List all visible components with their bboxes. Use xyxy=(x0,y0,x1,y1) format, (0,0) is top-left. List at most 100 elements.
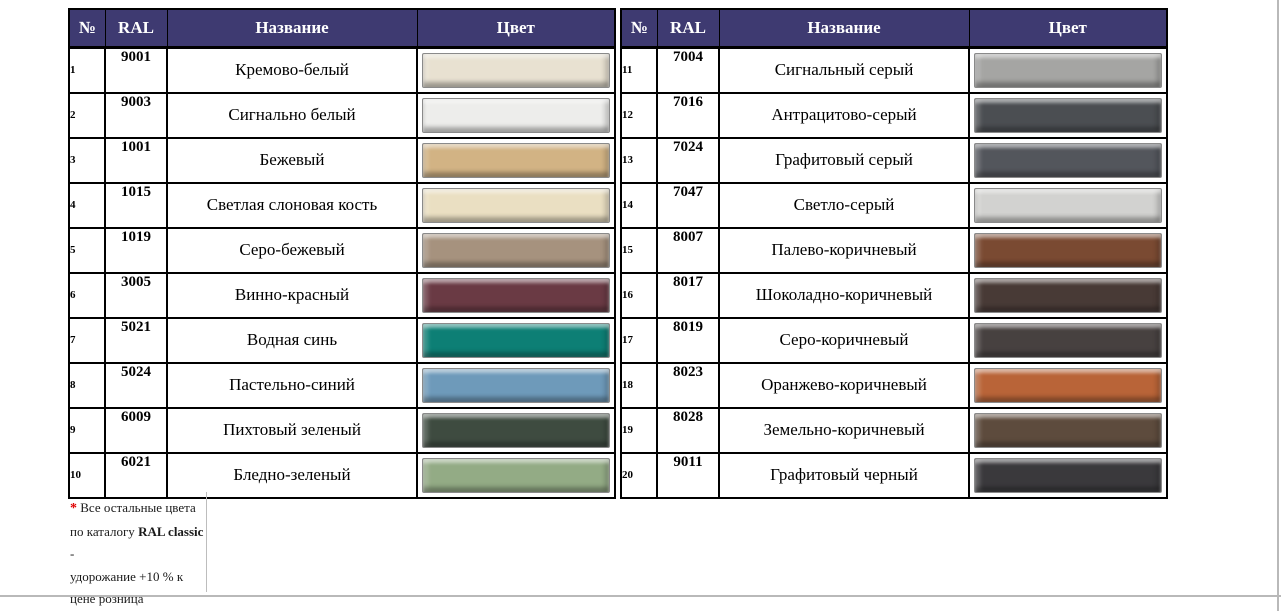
table-row: 7 5021 Водная синь xyxy=(68,316,616,364)
table-row: 15 8007 Палево-коричневый xyxy=(620,226,1168,274)
color-swatch-cell xyxy=(968,91,1168,139)
ral-table-left: № RAL Название Цвет 1 9001 Кремово-белый… xyxy=(68,8,616,499)
row-number-cell: 17 xyxy=(620,316,658,364)
row-number-cell: 11 xyxy=(620,46,658,94)
table-row: 18 8023 Оранжево-коричневый xyxy=(620,361,1168,409)
row-number-cell: 3 xyxy=(68,136,106,184)
color-name-cell: Светло-серый xyxy=(718,181,970,229)
row-number-cell: 1 xyxy=(68,46,106,94)
color-swatch-cell xyxy=(416,451,616,499)
ral-code-cell: 3005 xyxy=(104,271,168,319)
ral-code-cell: 6009 xyxy=(104,406,168,454)
table-row: 1 9001 Кремово-белый xyxy=(68,46,616,94)
color-swatch-cell xyxy=(968,361,1168,409)
footnote-text: - xyxy=(70,546,75,562)
table-header-row: № RAL Название Цвет xyxy=(68,8,616,49)
color-name-cell: Водная синь xyxy=(166,316,418,364)
footnote-column-divider xyxy=(206,492,207,592)
color-name-cell: Пихтовый зеленый xyxy=(166,406,418,454)
color-swatch xyxy=(974,142,1162,178)
row-number-cell: 16 xyxy=(620,271,658,319)
table-row: 17 8019 Серо-коричневый xyxy=(620,316,1168,364)
row-number-cell: 4 xyxy=(68,181,106,229)
footnote-text: по каталогу xyxy=(70,524,139,540)
row-number-cell: 13 xyxy=(620,136,658,184)
footnote-line: * Все остальные цвета xyxy=(70,497,206,521)
color-swatch-cell xyxy=(968,406,1168,454)
footnote-line: цене розница xyxy=(70,591,144,607)
table-row: 4 1015 Светлая слоновая кость xyxy=(68,181,616,229)
color-swatch xyxy=(974,277,1162,313)
row-number-cell: 6 xyxy=(68,271,106,319)
row-number-cell: 15 xyxy=(620,226,658,274)
row-number-cell: 7 xyxy=(68,316,106,364)
header-name: Название xyxy=(166,8,418,49)
table-row: 10 6021 Бледно-зеленый xyxy=(68,451,616,499)
color-swatch-cell xyxy=(416,181,616,229)
table-row: 3 1001 Бежевый xyxy=(68,136,616,184)
color-swatch xyxy=(974,412,1162,448)
ral-code-cell: 7047 xyxy=(656,181,720,229)
color-name-cell: Бежевый xyxy=(166,136,418,184)
ral-code-cell: 1015 xyxy=(104,181,168,229)
color-swatch-cell xyxy=(416,406,616,454)
footnote-line: удорожание +10 % к xyxy=(70,568,184,584)
color-swatch xyxy=(422,367,610,403)
color-name-cell: Светлая слоновая кость xyxy=(166,181,418,229)
ral-code-cell: 9001 xyxy=(104,46,168,94)
color-name-cell: Сигнально белый xyxy=(166,91,418,139)
color-swatch xyxy=(422,412,610,448)
table-row: 9 6009 Пихтовый зеленый xyxy=(68,406,616,454)
ral-code-cell: 8017 xyxy=(656,271,720,319)
page-edge-right xyxy=(1277,0,1279,611)
color-swatch-cell xyxy=(416,91,616,139)
color-swatch-cell xyxy=(416,361,616,409)
row-number-cell: 18 xyxy=(620,361,658,409)
header-number: № xyxy=(620,8,658,49)
color-swatch xyxy=(974,97,1162,133)
ral-code-cell: 7016 xyxy=(656,91,720,139)
color-swatch xyxy=(422,142,610,178)
color-swatch xyxy=(422,52,610,88)
footnote-asterisk: * xyxy=(70,501,77,516)
color-swatch-cell xyxy=(416,136,616,184)
color-swatch-cell xyxy=(416,226,616,274)
row-number-cell: 2 xyxy=(68,91,106,139)
ral-code-cell: 9003 xyxy=(104,91,168,139)
color-swatch-cell xyxy=(968,136,1168,184)
header-ral: RAL xyxy=(656,8,720,49)
color-name-cell: Винно-красный xyxy=(166,271,418,319)
color-swatch-cell xyxy=(416,271,616,319)
color-swatch-cell xyxy=(968,226,1168,274)
color-name-cell: Земельно-коричневый xyxy=(718,406,970,454)
ral-code-cell: 1019 xyxy=(104,226,168,274)
row-number-cell: 10 xyxy=(68,451,106,499)
color-name-cell: Оранжево-коричневый xyxy=(718,361,970,409)
color-name-cell: Шоколадно-коричневый xyxy=(718,271,970,319)
row-number-cell: 9 xyxy=(68,406,106,454)
color-name-cell: Серо-бежевый xyxy=(166,226,418,274)
table-row: 20 9011 Графитовый черный xyxy=(620,451,1168,499)
color-swatch xyxy=(974,187,1162,223)
page-bottom-separator xyxy=(0,595,1281,597)
color-swatch xyxy=(974,52,1162,88)
row-number-cell: 8 xyxy=(68,361,106,409)
ral-code-cell: 1001 xyxy=(104,136,168,184)
color-swatch-cell xyxy=(968,316,1168,364)
table-row: 16 8017 Шоколадно-коричневый xyxy=(620,271,1168,319)
ral-color-tables: № RAL Название Цвет 1 9001 Кремово-белый… xyxy=(68,8,1168,499)
color-swatch-cell xyxy=(416,316,616,364)
table-row: 2 9003 Сигнально белый xyxy=(68,91,616,139)
row-number-cell: 19 xyxy=(620,406,658,454)
color-swatch xyxy=(974,322,1162,358)
color-name-cell: Серо-коричневый xyxy=(718,316,970,364)
row-number-cell: 20 xyxy=(620,451,658,499)
color-name-cell: Палево-коричневый xyxy=(718,226,970,274)
table-row: 6 3005 Винно-красный xyxy=(68,271,616,319)
header-color: Цвет xyxy=(416,8,616,49)
color-swatch-cell xyxy=(968,181,1168,229)
footnote-text: Все остальные цвета xyxy=(80,500,196,515)
color-swatch xyxy=(422,457,610,493)
color-name-cell: Графитовый черный xyxy=(718,451,970,499)
ral-code-cell: 8028 xyxy=(656,406,720,454)
